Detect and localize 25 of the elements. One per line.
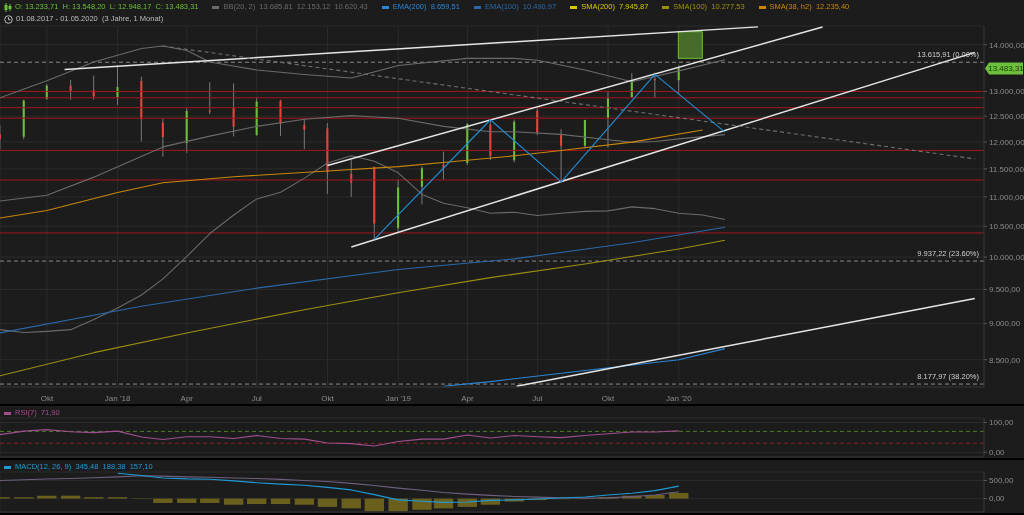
y-tick-label: 11.500,00 xyxy=(989,164,1024,174)
x-tick-label: Apr xyxy=(180,393,194,403)
y-tick-label: 100,00 xyxy=(989,418,1015,428)
y-tick-label: 12.000,00 xyxy=(989,137,1024,147)
y-tick-label: 11.000,00 xyxy=(989,192,1024,202)
x-tick-label: Jul xyxy=(532,393,543,403)
x-tick-label: Jan '20 xyxy=(666,393,693,403)
x-tick-label: Jan '18 xyxy=(104,393,131,403)
x-tick-label: Okt xyxy=(321,393,335,403)
y-tick-label: 9.000,00 xyxy=(989,319,1021,329)
y-tick-label: 10.500,00 xyxy=(989,222,1024,232)
y-tick-label: 500,00 xyxy=(989,476,1015,486)
y-tick-label: 12.500,00 xyxy=(989,112,1024,122)
x-tick-label: Jan '19 xyxy=(385,393,412,403)
y-tick-label: 0,00 xyxy=(989,448,1006,458)
y-tick-label: 9.500,00 xyxy=(989,285,1021,295)
y-tick-label: 13.000,00 xyxy=(989,87,1024,97)
x-tick-label: Okt xyxy=(40,393,54,403)
y-tick-label: 8.500,00 xyxy=(989,355,1021,365)
y-tick-label: 10.000,00 xyxy=(989,252,1024,262)
y-tick-label: 0,00 xyxy=(989,494,1006,504)
y-tick-label: 14.000,00 xyxy=(989,40,1024,50)
x-tick-label: Jul xyxy=(251,393,263,403)
x-tick-label: Okt xyxy=(601,393,616,403)
x-tick-label: Apr xyxy=(461,393,474,403)
